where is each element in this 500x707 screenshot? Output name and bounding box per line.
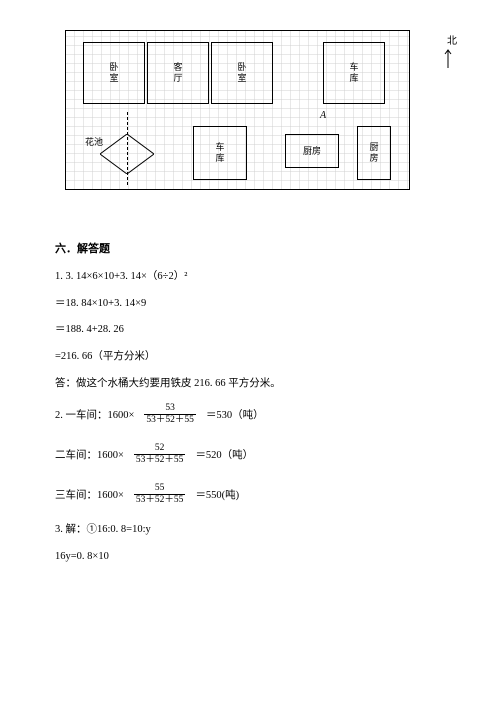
point-a-label: A <box>320 110 326 121</box>
north-arrow-icon <box>443 48 453 74</box>
fraction-denominator: 53＋52＋55 <box>144 414 196 425</box>
room-label: 卧 室 <box>109 62 118 84</box>
room-label: 车 库 <box>215 142 224 164</box>
room-label: 厨房 <box>303 146 321 157</box>
room-label: 客 厅 <box>173 62 182 84</box>
room-label: 卧 室 <box>237 62 246 84</box>
room-bedroom1: 卧 室 <box>83 42 145 104</box>
room-kitchen2: 厨 房 <box>357 126 391 180</box>
q1-answer: 答：做这个水桶大约要用铁皮 216. 66 平方分米。 <box>55 377 445 392</box>
room-garage2: 车 库 <box>193 126 247 180</box>
room-livingroom: 客 厅 <box>147 42 209 104</box>
workshop-prefix: 二车间：1600× <box>55 447 124 462</box>
q1-line3: ＝188. 4+28. 26 <box>55 323 445 338</box>
workshop-result: ＝550(吨) <box>195 487 239 502</box>
q1-line4: =216. 66（平方分米） <box>55 350 445 365</box>
fraction-denominator: 53＋52＋55 <box>134 454 186 465</box>
room-kitchen1: 厨房 <box>285 134 339 168</box>
workshop-row-2: 二车间：1600× 5253＋52＋55 ＝520（吨） <box>55 443 445 465</box>
workshop-result: ＝520（吨） <box>195 447 253 462</box>
flower-pond-diamond <box>100 134 154 174</box>
q1-line1: 1. 3. 14×6×10+3. 14×（6÷2）² <box>55 270 445 285</box>
fraction: 5553＋52＋55 <box>134 483 186 505</box>
workshop-result: ＝530（吨） <box>206 407 264 422</box>
section-heading: 六．解答题 <box>55 240 445 256</box>
room-bedroom2: 卧 室 <box>211 42 273 104</box>
q3-line1: 3. 解：①16:0. 8=10:y <box>55 523 445 538</box>
fraction-denominator: 53＋52＋55 <box>134 494 186 505</box>
content-section: 六．解答题 1. 3. 14×6×10+3. 14×（6÷2）² ＝18. 84… <box>55 240 445 564</box>
q1-line2: ＝18. 84×10+3. 14×9 <box>55 297 445 312</box>
fraction: 5253＋52＋55 <box>134 443 186 465</box>
fraction-numerator: 52 <box>153 443 167 453</box>
q2-rows: 2. 一车间：1600×5353＋52＋55＝530（吨）二车间：1600×52… <box>55 403 445 505</box>
room-label: 厨 房 <box>369 142 378 164</box>
room-garage1: 车 库 <box>323 42 385 104</box>
workshop-prefix: 2. 一车间：1600× <box>55 407 134 422</box>
fraction: 5353＋52＋55 <box>144 403 196 425</box>
room-label: 车 库 <box>349 62 358 84</box>
q3-line2: 16y=0. 8×10 <box>55 550 445 565</box>
workshop-prefix: 三车间：1600× <box>55 487 124 502</box>
fraction-numerator: 53 <box>163 403 177 413</box>
floor-plan-diagram: 北 花池 A 卧 室客 厅卧 室车 库车 库厨房厨 房 <box>65 30 435 190</box>
fraction-numerator: 55 <box>153 483 167 493</box>
workshop-row-1: 2. 一车间：1600× 5353＋52＋55 ＝530（吨） <box>55 403 445 425</box>
north-label: 北 <box>447 32 457 47</box>
workshop-row-3: 三车间：1600× 5553＋52＋55 ＝550(吨) <box>55 483 445 505</box>
